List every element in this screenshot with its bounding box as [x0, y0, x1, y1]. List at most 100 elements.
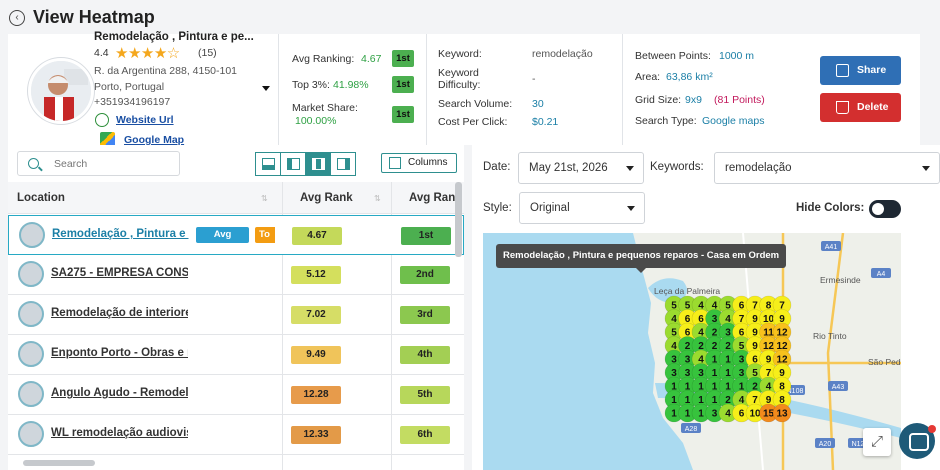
column-divider [282, 182, 283, 470]
heatmap-point[interactable]: 1 [664, 403, 684, 423]
table-row[interactable]: Remodelação de interiores 7.02 3rd [8, 295, 464, 335]
svg-text:6: 6 [739, 328, 745, 339]
svg-text:6: 6 [739, 409, 745, 420]
between-points-label: Between Points: [635, 50, 711, 62]
grid-size-value: 9x9 [685, 94, 702, 106]
heatmap-point[interactable]: 1 [691, 403, 711, 423]
svg-text:2: 2 [752, 382, 758, 393]
svg-text:4: 4 [671, 314, 677, 325]
chat-icon[interactable] [899, 423, 936, 459]
view-toggle-3[interactable] [305, 152, 331, 176]
difficulty-label-2: Difficulty: [438, 79, 481, 91]
table-row[interactable]: WL remodelação audiovisual 12.33 6th [8, 415, 464, 455]
svg-text:5: 5 [752, 368, 758, 379]
svg-text:12: 12 [776, 355, 788, 366]
address-line2: Porto, Portugal [94, 81, 165, 93]
rank-position-cell: 3rd [400, 306, 450, 324]
table-row[interactable]: SA275 - EMPRESA CONSTRUÇÃO 5.12 2nd [8, 255, 464, 295]
header-avg-rank[interactable]: Avg Rank [300, 192, 353, 204]
svg-text:4: 4 [698, 301, 704, 312]
svg-text:4: 4 [698, 355, 704, 366]
delete-label: Delete [857, 101, 889, 113]
rank-position-cell: 1st [401, 227, 451, 245]
back-icon[interactable]: ‹ [9, 10, 25, 26]
svg-text:8: 8 [779, 395, 785, 406]
location-name[interactable]: Ângulo Agudo - Remodelações [51, 387, 188, 399]
horizontal-scrollbar[interactable] [23, 460, 95, 466]
heatmap-point[interactable]: 12 [772, 322, 792, 342]
fullscreen-icon[interactable]: ⤢ [863, 428, 891, 456]
svg-text:9: 9 [752, 314, 758, 325]
search-icon [28, 158, 39, 169]
style-label: Style: [483, 202, 512, 214]
columns-icon [389, 157, 401, 169]
svg-text:6: 6 [698, 314, 704, 325]
layout-icon [287, 158, 300, 170]
columns-button[interactable]: Columns [381, 153, 457, 173]
chevron-down-icon[interactable] [262, 86, 270, 91]
view-toggle-1[interactable] [255, 152, 281, 176]
svg-text:10: 10 [763, 314, 775, 325]
avg-tag: Avg [196, 227, 249, 243]
hide-colors-toggle[interactable] [869, 200, 901, 218]
header-avg-rank-2[interactable]: Avg Ran [409, 192, 456, 204]
table-row[interactable]: Ângulo Agudo - Remodelações 12.28 5th [8, 375, 464, 415]
view-toggle-2[interactable] [280, 152, 306, 176]
table-row[interactable]: Enponto Porto - Obras e remodelações 9.49… [8, 335, 464, 375]
svg-text:1: 1 [739, 382, 745, 393]
svg-text:1: 1 [685, 395, 691, 406]
svg-text:3: 3 [739, 368, 745, 379]
search-box[interactable] [17, 151, 180, 176]
rating-stars-icon: ★★★★☆ [115, 45, 180, 62]
table-row[interactable]: Remodelação , Pintura e pequenos reparos… [8, 215, 464, 255]
date-select[interactable]: May 21st, 2026 [518, 152, 644, 184]
location-name[interactable]: Remodelação de interiores [51, 307, 188, 319]
delete-button[interactable]: Delete [820, 93, 901, 122]
svg-text:7: 7 [752, 395, 758, 406]
rank-position-cell: 5th [400, 386, 450, 404]
location-name[interactable]: SA275 - EMPRESA CONSTRUÇÃO [51, 267, 188, 279]
road-label: A20 [815, 438, 835, 448]
map-canvas[interactable]: Leça da Palmeira Ermesinde Rio Tinto São… [483, 233, 901, 470]
view-toggle-4[interactable] [330, 152, 356, 176]
svg-text:10: 10 [749, 409, 761, 420]
heatmap-point[interactable]: 8 [772, 376, 792, 396]
market-share-value: 100.00% [295, 115, 337, 127]
heatmap-point[interactable]: 12 [772, 349, 792, 369]
columns-label: Columns [408, 157, 448, 168]
svg-text:7: 7 [739, 314, 745, 325]
header-location[interactable]: Location [17, 192, 65, 204]
website-link[interactable]: Website Url [116, 114, 174, 126]
vertical-scrollbar[interactable] [455, 182, 462, 257]
address-line1: R. da Argentina 288, 4150-101 [94, 65, 238, 77]
difficulty-label: Keyword [438, 67, 479, 79]
svg-text:2: 2 [685, 341, 691, 352]
svg-text:4: 4 [725, 409, 731, 420]
sort-icon[interactable]: ⇅ [374, 194, 381, 203]
heatmap-map[interactable]: Leça da Palmeira Ermesinde Rio Tinto São… [483, 233, 901, 470]
heatmap-point[interactable]: 10 [745, 403, 765, 423]
heatmap-point[interactable]: 6 [732, 403, 751, 423]
share-button[interactable]: Share [820, 56, 901, 85]
google-map-link[interactable]: Google Map [124, 134, 185, 146]
search-input[interactable] [54, 156, 174, 172]
heatmap-point[interactable]: 12 [772, 336, 792, 355]
svg-text:1: 1 [725, 382, 731, 393]
heatmap-point[interactable]: 7 [772, 295, 792, 315]
phone-number: +351934196197 [94, 96, 171, 108]
road-label: A43 [828, 381, 848, 391]
keywords-select[interactable]: remodelação [714, 152, 940, 184]
style-select[interactable]: Original [519, 192, 645, 224]
location-name[interactable]: Remodelação , Pintura e pequenos reparos [52, 228, 189, 240]
map-label-place: Leça da Palmeira [654, 286, 720, 296]
location-name[interactable]: WL remodelação audiovisual [51, 427, 188, 439]
top3-label: Top 3%: [292, 79, 330, 91]
chevron-down-icon [627, 206, 635, 211]
sort-icon[interactable]: ⇅ [261, 194, 268, 203]
avg-rank-cell: 4.67 [292, 227, 342, 245]
svg-text:3: 3 [671, 355, 677, 366]
rank-position-cell: 4th [400, 346, 450, 364]
svg-text:11: 11 [763, 328, 774, 339]
heatmap-point[interactable]: 13 [772, 403, 792, 423]
location-name[interactable]: Enponto Porto - Obras e remodelações [51, 347, 188, 359]
